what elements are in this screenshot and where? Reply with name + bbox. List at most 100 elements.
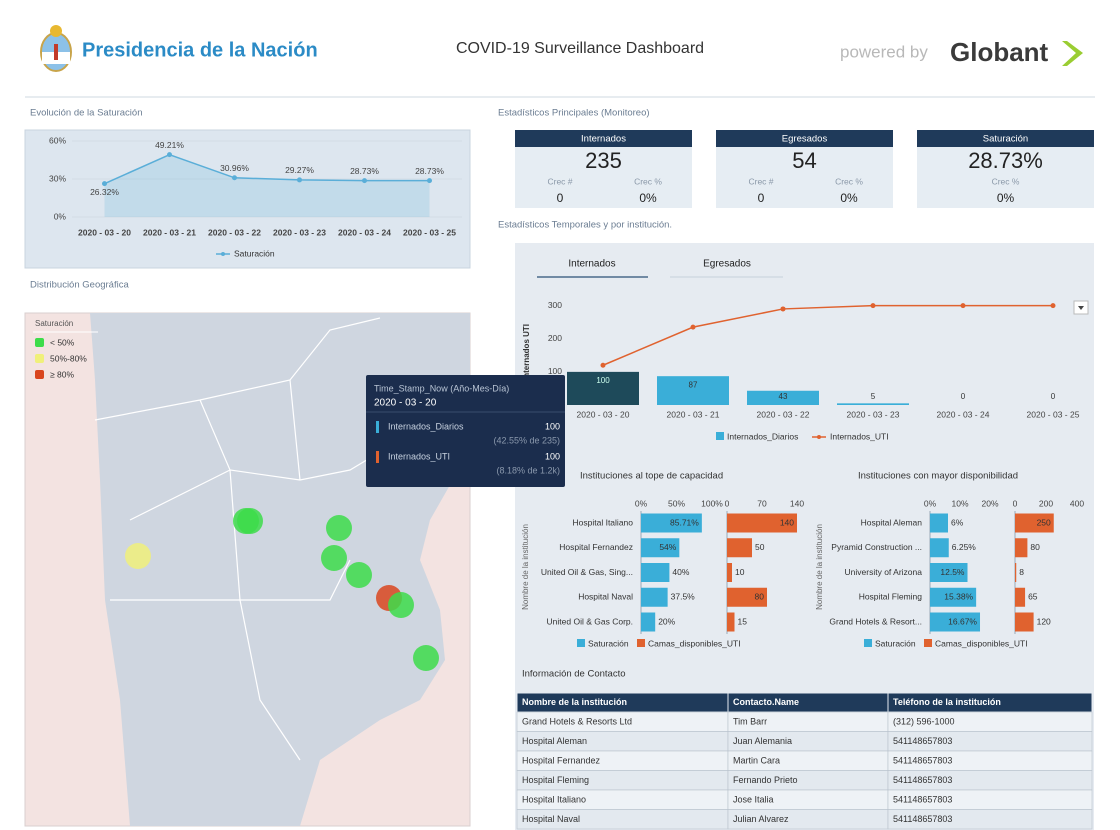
kpi-stat-value: 0% <box>997 191 1015 205</box>
legend-label: Saturación <box>234 248 275 258</box>
x-tick-label: 0% <box>924 498 937 508</box>
dropdown-icon <box>1078 306 1084 310</box>
panel-title: Estadísticos Temporales y por institució… <box>498 220 672 231</box>
kpi-value: 235 <box>585 148 622 173</box>
table-cell-text: 541148657803 <box>893 736 952 746</box>
value-label: 6.25% <box>952 542 977 552</box>
legend-swatch <box>35 338 44 347</box>
y-tick-label: 0% <box>54 211 67 221</box>
y-tick-label: Hospital Fleming <box>859 592 923 602</box>
value-label: 140 <box>780 517 794 527</box>
bar[interactable] <box>930 612 981 632</box>
y-tick-label: 200 <box>548 333 562 343</box>
dashboard-title: COVID-19 Surveillance Dashboard <box>456 40 704 57</box>
bar[interactable] <box>641 563 670 582</box>
point[interactable] <box>870 303 876 309</box>
table-cell-text: 541148657803 <box>893 755 952 765</box>
x-tick-label: 2020 - 03 - 22 <box>757 409 810 419</box>
point[interactable] <box>600 362 606 368</box>
bar[interactable] <box>1015 587 1026 607</box>
bar[interactable] <box>641 612 656 632</box>
bar[interactable] <box>727 612 735 632</box>
point[interactable] <box>690 324 696 330</box>
map-point[interactable] <box>125 543 151 569</box>
bar[interactable] <box>930 513 948 533</box>
bar[interactable] <box>641 513 702 533</box>
bar[interactable] <box>930 587 977 607</box>
map-point[interactable] <box>413 645 439 671</box>
bar[interactable] <box>727 587 767 607</box>
bar[interactable] <box>641 587 668 607</box>
value-label: 5 <box>871 392 876 401</box>
bar[interactable] <box>657 376 729 405</box>
bar[interactable] <box>930 538 949 558</box>
point[interactable] <box>960 303 966 309</box>
x-tick-label: 2020 - 03 - 22 <box>208 227 261 237</box>
kpi-header <box>515 130 692 147</box>
table-cell-text: Hospital Italiano <box>522 794 586 804</box>
bar[interactable] <box>1015 612 1034 632</box>
map-point[interactable] <box>388 592 414 618</box>
bar[interactable] <box>1015 538 1028 558</box>
value-label: 29.27% <box>285 165 314 175</box>
logo: Globant <box>950 37 1049 67</box>
table-cell-text: Grand Hotels & Resorts Ltd <box>522 716 632 726</box>
value-label: 65 <box>1028 592 1038 602</box>
map-point[interactable] <box>346 562 372 588</box>
tab[interactable]: Internados <box>568 259 615 270</box>
value-label: 12.5% <box>940 567 965 577</box>
bar[interactable] <box>1015 513 1054 533</box>
map-point[interactable] <box>326 515 352 541</box>
value-label: 40% <box>672 567 689 577</box>
bar[interactable] <box>567 371 639 405</box>
kpi-stat-label: Crec % <box>992 176 1020 186</box>
legend-swatch <box>35 370 44 379</box>
map-point[interactable] <box>237 508 263 534</box>
bar[interactable] <box>837 403 909 405</box>
y-tick-label: Pyramid Construction ... <box>831 542 922 552</box>
point[interactable] <box>1050 303 1056 309</box>
legend-label: Camas_disponibles_UTI <box>648 638 741 648</box>
y-tick-label: Grand Hotels & Resort... <box>829 616 922 626</box>
table-cell-text: 541148657803 <box>893 814 952 824</box>
logo-chevron <box>1062 41 1083 66</box>
value-label: 15 <box>738 616 748 626</box>
y-tick-label: 30% <box>49 173 66 183</box>
table-header: Nombre de la institución <box>522 697 627 707</box>
point <box>167 152 172 158</box>
map-point[interactable] <box>321 545 347 571</box>
tooltip-swatch <box>376 451 379 463</box>
line <box>104 153 430 185</box>
bar[interactable] <box>930 563 968 582</box>
bar[interactable] <box>641 538 680 558</box>
bar[interactable] <box>1015 563 1017 582</box>
value-label: 87 <box>689 380 698 389</box>
value-label: 8 <box>1019 567 1024 577</box>
panel-title: Evolución de la Saturación <box>30 108 143 119</box>
x-tick-label: 2020 - 03 - 20 <box>78 227 131 237</box>
x-tick-label: 200 <box>1039 498 1053 508</box>
tooltip-title: Time_Stamp_Now (Año-Mes-Día) <box>374 383 509 393</box>
value-label: 6% <box>951 517 964 527</box>
kpi-header <box>917 130 1094 147</box>
bar[interactable] <box>727 513 797 533</box>
x-tick-label: 2020 - 03 - 23 <box>847 409 900 419</box>
tooltip-note: (8.18% de 1.2k) <box>496 465 560 475</box>
tab[interactable]: Egresados <box>703 259 751 270</box>
kpi-stat-value: 0% <box>840 191 858 205</box>
tooltip-value: 100 <box>545 421 560 431</box>
value-label: 15.38% <box>944 592 973 602</box>
x-tick-label: 20% <box>981 498 998 508</box>
x-tick-label: 2020 - 03 - 25 <box>403 227 456 237</box>
table-cell-text: Tim Barr <box>733 716 767 726</box>
table-cell-text: 541148657803 <box>893 775 952 785</box>
table-header: Contacto.Name <box>733 697 799 707</box>
bar[interactable] <box>727 563 732 582</box>
tooltip-label: Internados_Diarios <box>388 421 464 431</box>
x-tick-label: 10% <box>951 498 968 508</box>
bar[interactable] <box>727 538 752 558</box>
bar[interactable] <box>747 390 819 405</box>
point[interactable] <box>780 306 786 312</box>
y-tick-label: 60% <box>49 135 66 145</box>
value-label: 49.21% <box>155 140 184 150</box>
